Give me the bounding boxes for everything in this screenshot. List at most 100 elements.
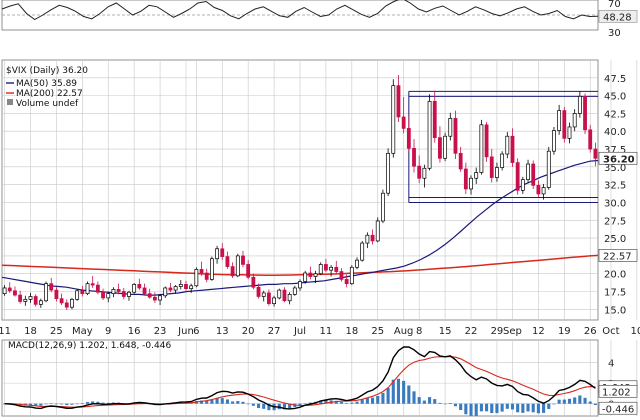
candle-body xyxy=(572,113,577,128)
candle-body xyxy=(158,295,162,301)
candle-body xyxy=(215,248,219,260)
candle-body xyxy=(277,289,282,299)
candle-body xyxy=(318,264,323,275)
candle-body xyxy=(557,110,562,131)
candle-body xyxy=(469,177,473,190)
candle-body xyxy=(173,286,178,291)
macd-histogram-bar xyxy=(236,401,240,404)
date-tick-label: 19 xyxy=(558,326,571,337)
candle-body xyxy=(577,95,582,114)
oscillator-value-tag xyxy=(598,9,638,23)
macd-histogram-bar xyxy=(542,403,546,413)
macd-histogram-bar xyxy=(220,398,224,404)
candle-body xyxy=(59,298,64,304)
date-tick-label: 22 xyxy=(465,326,478,337)
price-tick-label: 25.0 xyxy=(604,234,626,245)
candle-body xyxy=(308,272,313,277)
legend-volume: Volume undef xyxy=(16,99,79,109)
candle-body xyxy=(427,100,432,169)
macd-histogram-bar xyxy=(412,391,416,404)
candle-body xyxy=(70,298,74,308)
candle-body xyxy=(360,242,365,261)
macd-histogram-bar xyxy=(371,397,375,404)
date-tick-label: 8 xyxy=(416,326,422,337)
candle-body xyxy=(391,85,396,154)
macd-histogram-bar xyxy=(552,403,556,405)
legend-volume-swatch xyxy=(7,99,13,105)
price-tick-label: 17.5 xyxy=(604,288,626,299)
macd-histogram-bar xyxy=(70,403,74,405)
candle-body xyxy=(324,264,328,271)
candle-body xyxy=(417,165,422,179)
macd-histogram-bar xyxy=(464,403,468,415)
date-tick-label: 15 xyxy=(439,326,452,337)
macd-histogram-bar xyxy=(593,403,597,406)
macd-histogram-bar xyxy=(526,403,530,412)
candle-body xyxy=(121,291,126,297)
candle-body xyxy=(448,118,453,137)
macd-histogram-bar xyxy=(334,400,338,404)
candle-body xyxy=(23,298,28,302)
date-tick-label: 18 xyxy=(345,326,358,337)
macd-histogram-bar xyxy=(588,401,592,404)
candle-body xyxy=(443,135,448,159)
candle-body xyxy=(474,172,479,179)
candle-body xyxy=(204,272,209,280)
price-tick-label: 35.0 xyxy=(604,163,626,174)
macd-histogram-bar xyxy=(205,401,209,404)
price-tick-label: 47.5 xyxy=(604,74,626,85)
macd-panel: 4201.6481.202-0.446 xyxy=(1,339,638,417)
macd-histogram-bar xyxy=(381,392,385,404)
ma200-line xyxy=(1,254,599,277)
candle-body xyxy=(127,291,131,297)
macd-histogram-bar xyxy=(288,403,292,409)
macd-histogram-bar xyxy=(578,395,582,404)
candle-body xyxy=(313,273,318,277)
candle-body xyxy=(44,283,48,302)
candle-body xyxy=(583,95,587,131)
candle-body xyxy=(370,234,375,242)
macd-histogram-bar xyxy=(453,403,458,407)
candle-body xyxy=(484,124,489,158)
candle-body xyxy=(298,281,302,289)
candle-body xyxy=(552,130,556,152)
macd-value-tag xyxy=(598,401,638,415)
macd-histogram-bar xyxy=(443,403,447,405)
date-tick-label: Jul xyxy=(293,326,306,337)
candle-body xyxy=(453,118,458,154)
candle-body xyxy=(562,110,567,139)
candle-body xyxy=(541,187,546,195)
macd-histogram-bar xyxy=(573,397,577,404)
macd-histogram-bar xyxy=(407,385,411,404)
candle-body xyxy=(458,152,463,170)
macd-histogram-bar xyxy=(469,403,473,416)
candle-body xyxy=(396,85,401,118)
macd-histogram-bar xyxy=(479,403,483,412)
candle-body xyxy=(189,285,194,290)
price-tick-label: 42.5 xyxy=(604,109,626,120)
macd-histogram-bar xyxy=(516,403,520,413)
macd-histogram-bar xyxy=(225,399,229,404)
macd-histogram-bar xyxy=(251,403,255,406)
macd-histogram-bar xyxy=(536,403,540,414)
macd-histogram-bar xyxy=(438,402,442,404)
legend-ma50: MA(50) 35.89 xyxy=(16,79,77,89)
price-value-label: 22.57 xyxy=(603,251,632,262)
candle-body xyxy=(241,255,245,265)
date-tick-label: 11 xyxy=(0,326,11,337)
date-tick-label: 13 xyxy=(216,326,229,337)
macd-histogram-bar xyxy=(583,397,587,404)
macd-histogram-bar xyxy=(241,401,245,404)
macd-signal-line xyxy=(4,356,596,408)
candle-body xyxy=(526,163,530,181)
candle-body xyxy=(546,150,551,188)
date-tick-label: 23 xyxy=(154,326,167,337)
candle-body xyxy=(495,167,499,178)
macd-histogram-bar xyxy=(231,401,235,404)
price-panel: 15.017.520.022.525.027.530.032.535.037.5… xyxy=(0,59,640,337)
candle-body xyxy=(225,256,230,267)
price-value-tag xyxy=(598,151,638,165)
price-tick-label: 37.5 xyxy=(604,145,626,156)
